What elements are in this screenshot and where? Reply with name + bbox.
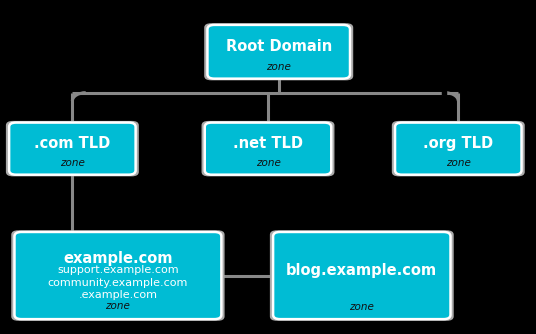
Text: .net TLD: .net TLD: [233, 136, 303, 151]
FancyBboxPatch shape: [273, 232, 450, 319]
Text: .com TLD: .com TLD: [34, 136, 110, 151]
Text: zone: zone: [256, 158, 280, 168]
Text: community.example.com: community.example.com: [48, 278, 188, 288]
Text: blog.example.com: blog.example.com: [286, 263, 437, 278]
Text: support.example.com: support.example.com: [57, 266, 178, 276]
Text: zone: zone: [60, 158, 85, 168]
Text: Root Domain: Root Domain: [226, 39, 332, 54]
FancyBboxPatch shape: [204, 23, 353, 80]
FancyBboxPatch shape: [270, 230, 453, 321]
Text: zone: zone: [266, 62, 291, 71]
Text: .org TLD: .org TLD: [423, 136, 493, 151]
FancyBboxPatch shape: [202, 121, 334, 176]
FancyBboxPatch shape: [6, 121, 139, 176]
FancyBboxPatch shape: [395, 123, 522, 175]
Text: zone: zone: [349, 302, 374, 312]
FancyBboxPatch shape: [11, 230, 225, 321]
FancyBboxPatch shape: [9, 123, 136, 175]
Text: .example.com: .example.com: [78, 290, 158, 300]
FancyBboxPatch shape: [14, 232, 221, 319]
FancyBboxPatch shape: [392, 121, 525, 176]
Text: zone: zone: [106, 302, 130, 311]
Text: zone: zone: [446, 158, 471, 168]
FancyBboxPatch shape: [205, 123, 331, 175]
Text: example.com: example.com: [63, 251, 173, 266]
FancyBboxPatch shape: [207, 25, 350, 79]
